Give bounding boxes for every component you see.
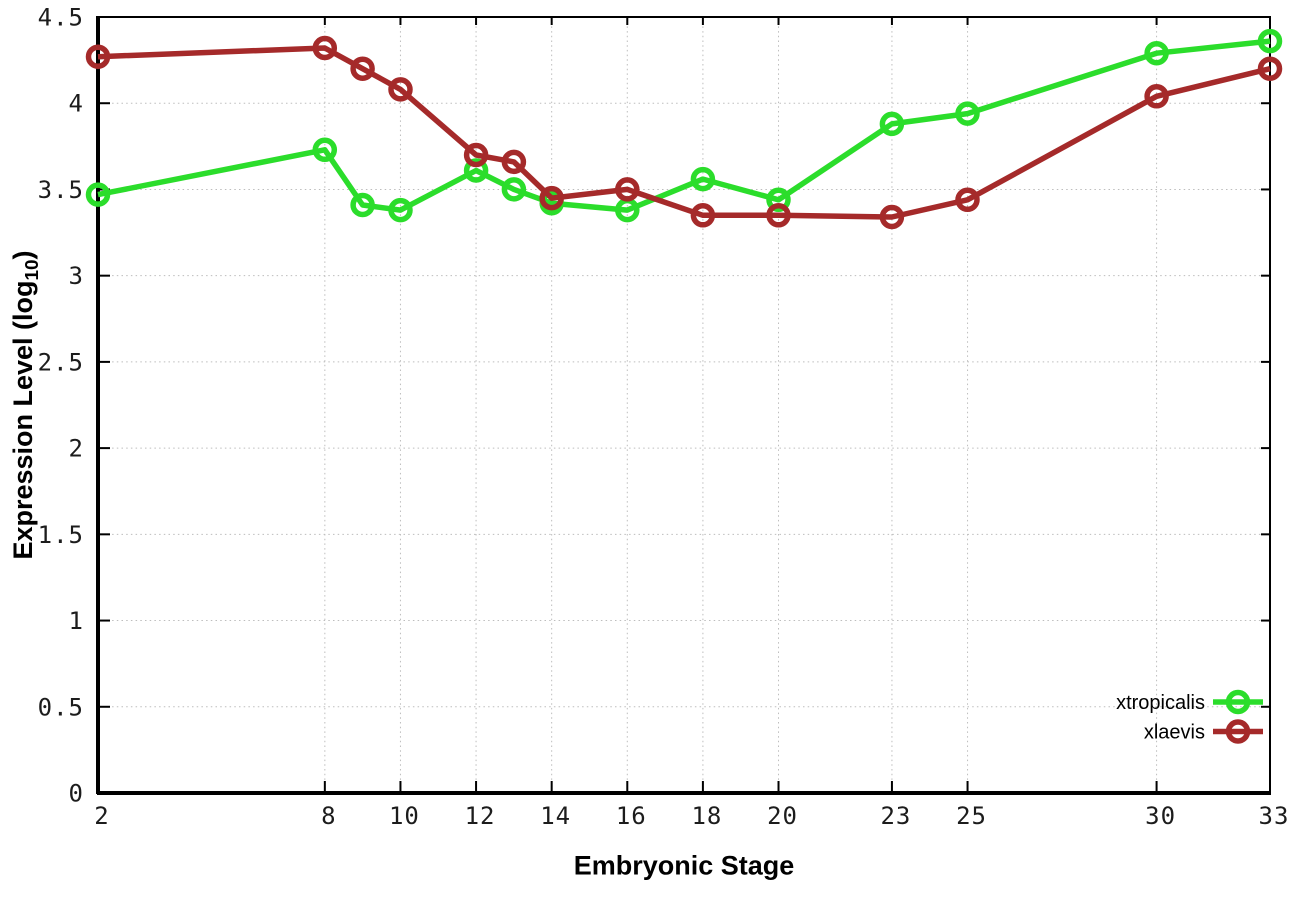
series-xlaevis-point bbox=[766, 203, 791, 228]
series-xlaevis-point bbox=[312, 35, 338, 61]
x-tick-label: 16 bbox=[616, 802, 647, 830]
series-xtropicalis-line bbox=[97, 38, 1271, 213]
x-tick-label: 30 bbox=[1145, 802, 1176, 830]
x-tick-label: 14 bbox=[540, 802, 571, 830]
series-xlaevis bbox=[85, 35, 1283, 230]
x-tick-label: 10 bbox=[389, 802, 420, 830]
series-xtropicalis-point bbox=[463, 158, 489, 183]
series-xlaevis-point bbox=[1144, 84, 1169, 109]
series-xtropicalis-point bbox=[1144, 40, 1169, 66]
y-axis-title-text: Expression Level (log bbox=[7, 280, 38, 560]
series-xtropicalis-point bbox=[501, 177, 527, 202]
x-tick-label: 20 bbox=[767, 802, 798, 830]
series-xlaevis-point bbox=[463, 142, 489, 168]
series-xlaevis-point bbox=[388, 77, 413, 102]
series-xtropicalis-point bbox=[388, 197, 413, 223]
x-tick-label: 33 bbox=[1259, 802, 1290, 830]
series-xlaevis-point bbox=[690, 203, 716, 228]
series-xtropicalis-point bbox=[85, 182, 111, 207]
tick-labels: 2 8 10 12 14 16 18 20 23 25 30 33 0 0.5 1 1.5 2 2.5 3 3.5 4 4… bbox=[38, 4, 1290, 831]
y-axis-title-subscript: 10 bbox=[22, 259, 44, 281]
series-xlaevis-point bbox=[879, 204, 905, 230]
series-xlaevis-point bbox=[85, 44, 111, 69]
series-xlaevis-point bbox=[615, 177, 640, 202]
legend-label-xlaevis: xlaevis bbox=[1144, 722, 1205, 744]
x-axis-title: Embryonic Stage bbox=[573, 850, 795, 881]
y-axis-title-close: ) bbox=[7, 250, 38, 260]
tick-marks bbox=[97, 16, 1271, 794]
series-xlaevis-point bbox=[955, 187, 980, 213]
legend-marker-xtropicalis bbox=[1225, 689, 1251, 715]
series-xlaevis-point bbox=[350, 56, 375, 81]
series-xtropicalis-point bbox=[955, 101, 980, 126]
series-xlaevis-point bbox=[1257, 56, 1283, 81]
y-tick-label: 3 bbox=[69, 262, 84, 290]
x-tick-label: 12 bbox=[465, 802, 496, 830]
y-tick-label: 1 bbox=[69, 607, 84, 635]
x-tick-label: 2 bbox=[94, 802, 109, 830]
x-tick-label: 23 bbox=[880, 802, 911, 830]
series-xtropicalis-point bbox=[350, 192, 375, 218]
y-tick-label: 4.5 bbox=[38, 4, 84, 32]
series-xlaevis-point bbox=[501, 149, 527, 175]
legend: xtropicalis xlaevis bbox=[1116, 689, 1263, 744]
series-xtropicalis-point bbox=[312, 137, 338, 163]
series-xtropicalis-point bbox=[766, 187, 791, 213]
y-tick-label: 0.5 bbox=[38, 693, 84, 721]
y-tick-label: 3.5 bbox=[38, 176, 84, 204]
series-xtropicalis bbox=[85, 28, 1283, 223]
y-tick-label: 1.5 bbox=[38, 521, 84, 549]
y-tick-label: 4 bbox=[69, 90, 84, 118]
x-tick-label: 18 bbox=[691, 802, 722, 830]
series-xtropicalis-point bbox=[1257, 28, 1283, 54]
legend-marker-xlaevis bbox=[1225, 719, 1251, 744]
y-tick-label: 0 bbox=[69, 780, 84, 808]
series-xtropicalis-point bbox=[879, 111, 905, 137]
x-tick-label: 8 bbox=[321, 802, 336, 830]
y-tick-label: 2 bbox=[69, 435, 84, 463]
y-axis-title: Expression Level (log10) bbox=[8, 250, 44, 559]
series-xtropicalis-point bbox=[690, 166, 716, 192]
y-tick-label: 2.5 bbox=[38, 348, 84, 376]
x-tick-label: 25 bbox=[956, 802, 987, 830]
series-xlaevis-point bbox=[539, 185, 564, 211]
legend-label-xtropicalis: xtropicalis bbox=[1116, 692, 1205, 714]
